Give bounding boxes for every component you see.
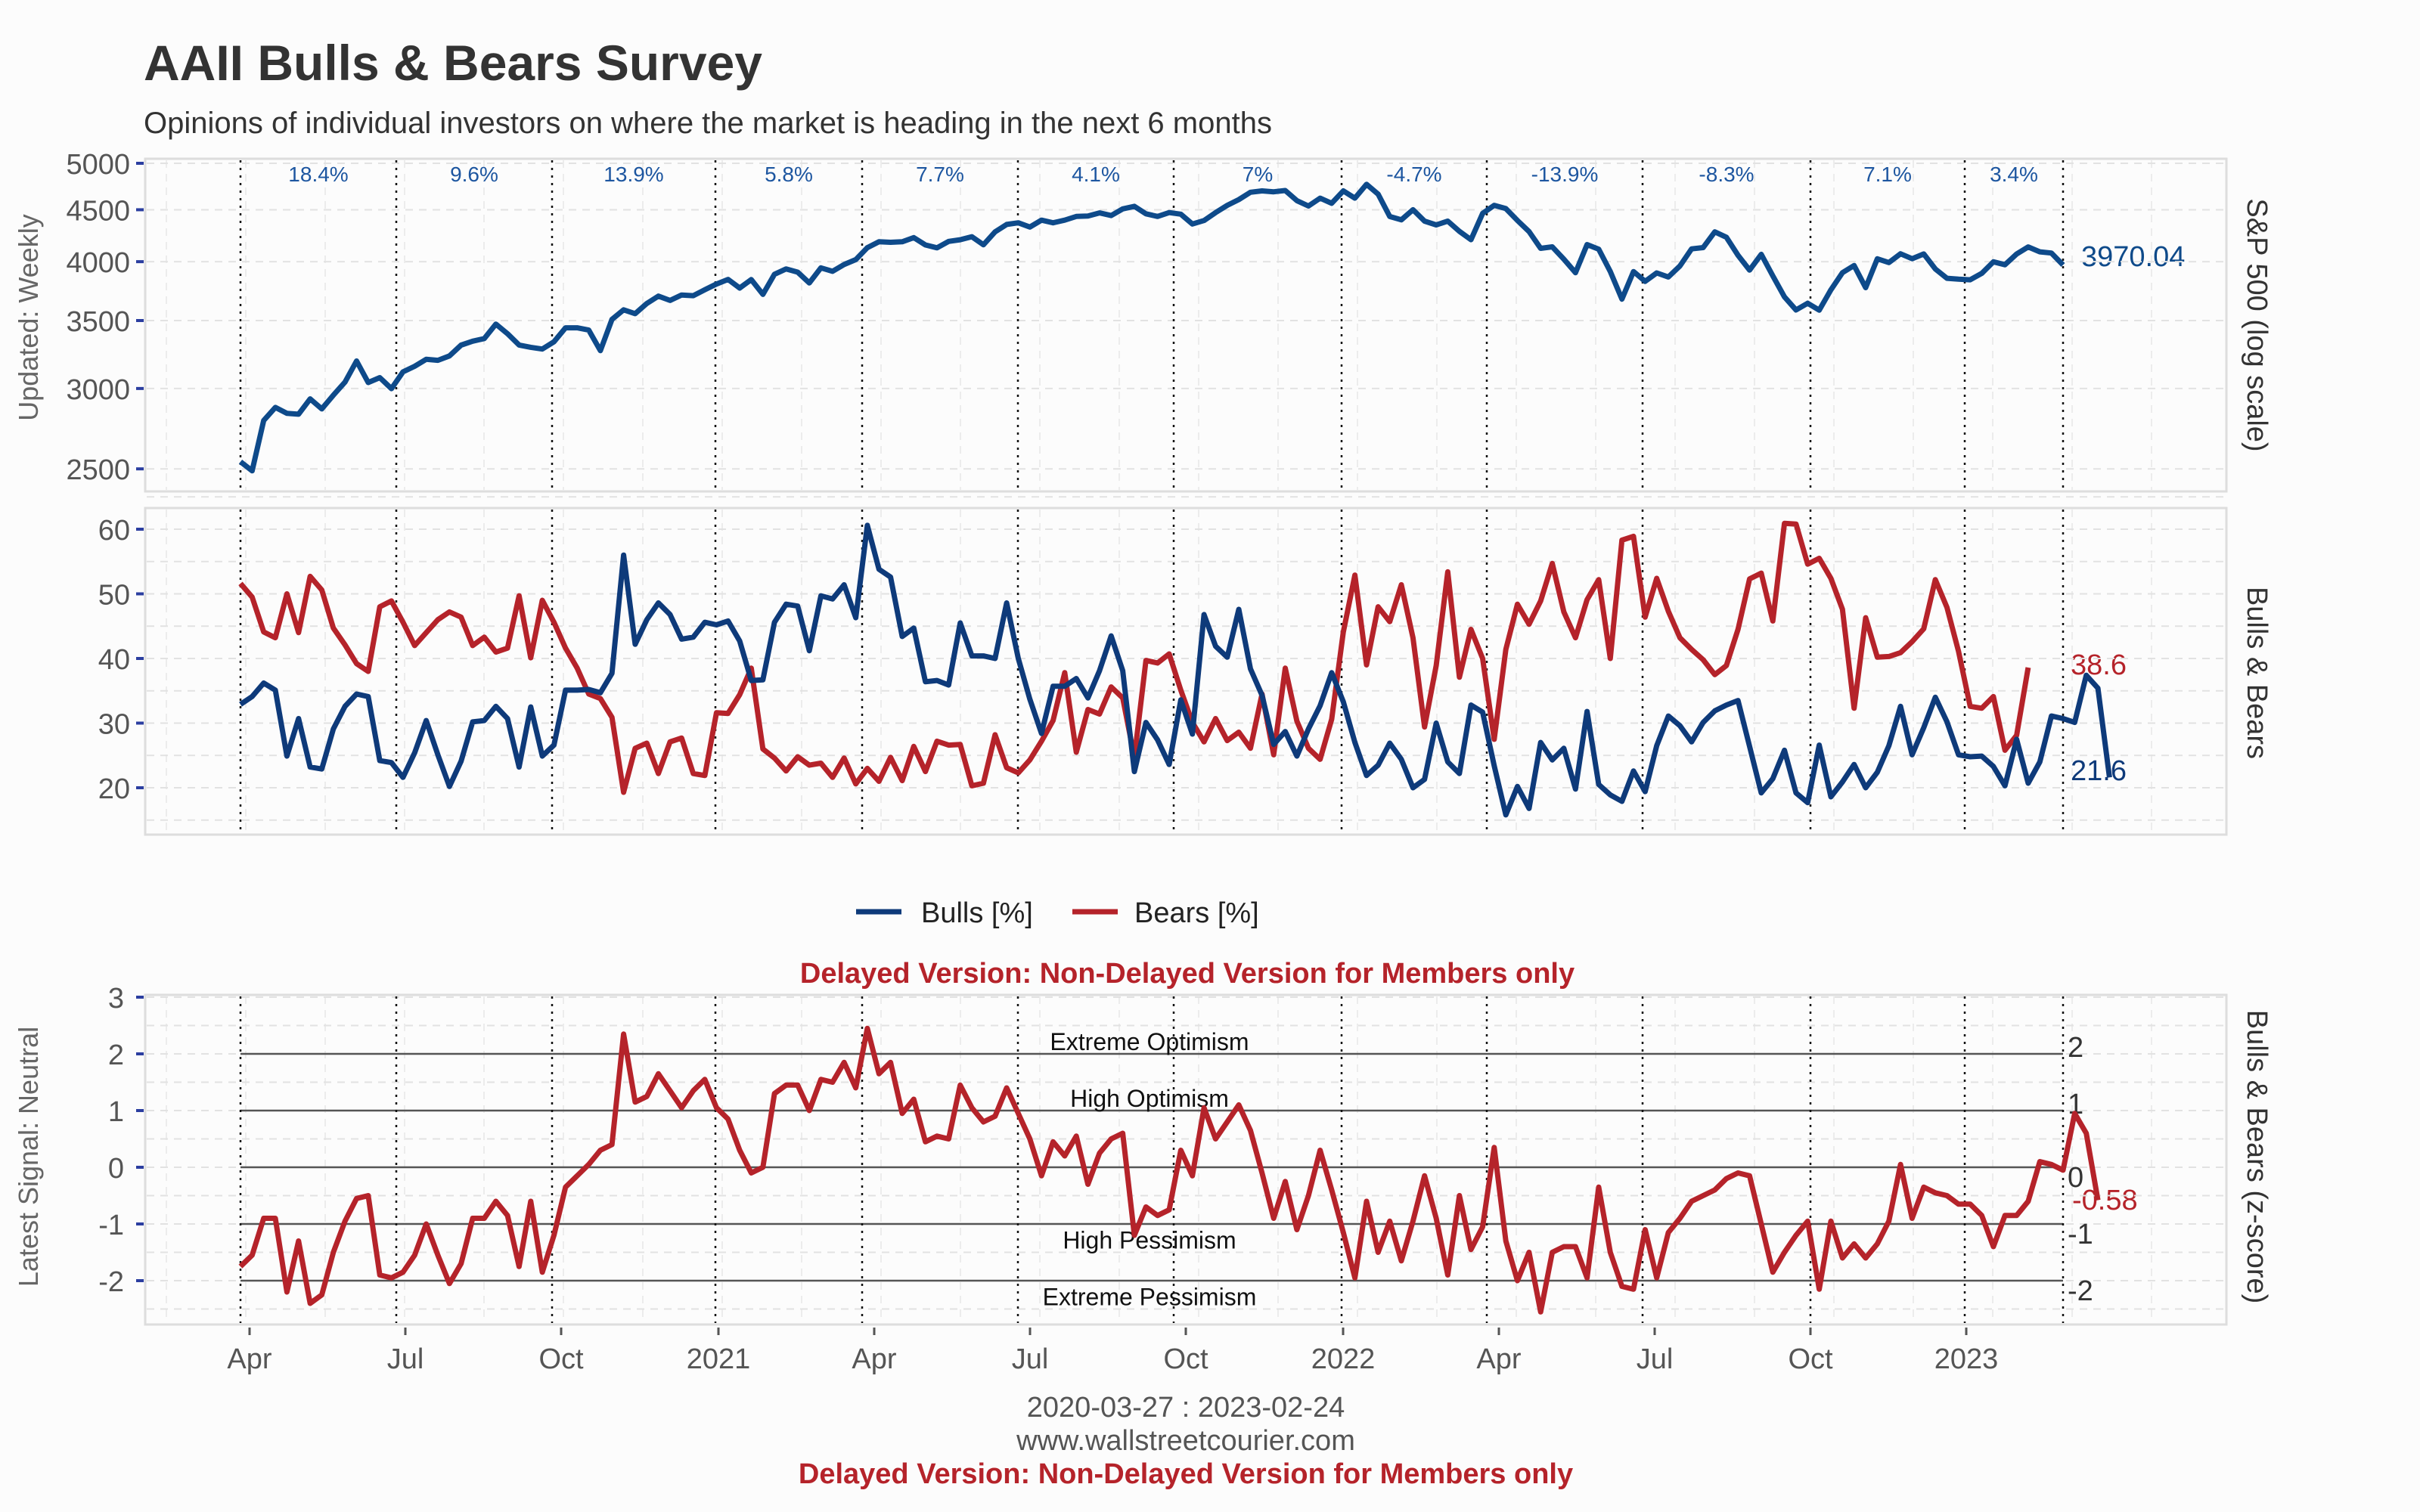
- bottom-y-axis: -2 -1 0 1 2 3: [98, 983, 144, 1298]
- y-tick-label: 3000: [66, 374, 130, 406]
- period-return-label: 4.1%: [1072, 163, 1120, 186]
- y-tick-label: 1: [108, 1096, 124, 1128]
- y-tick-label: 2: [108, 1040, 124, 1071]
- x-tick-label: Apr: [852, 1343, 896, 1375]
- top-y-axis: 2500 3000 3500 4000 4500 5000: [66, 149, 144, 486]
- bottom-right-axis: -2 -1 0 1 2: [2068, 1032, 2093, 1307]
- y-tick-label: 3500: [66, 306, 130, 338]
- sp500-line: [238, 181, 2065, 474]
- period-return-label: -4.7%: [1386, 163, 1441, 186]
- chart-title: AAII Bulls & Bears Survey: [144, 35, 762, 91]
- top-left-label: Updated: Weekly: [13, 214, 44, 420]
- middle-period-lines: [239, 510, 2065, 833]
- zscore-last-value: -0.58: [2072, 1185, 2138, 1216]
- top-right-label: S&P 500 (log scale): [2241, 198, 2273, 451]
- period-return-label: 3.4%: [1990, 163, 2038, 186]
- x-tick-label: Jul: [1637, 1343, 1674, 1375]
- y-tick-label: 3: [108, 983, 124, 1015]
- middle-panel-frame: [144, 507, 2228, 836]
- y-tick-label: 50: [98, 580, 130, 612]
- x-tick-label: 2022: [1311, 1343, 1376, 1375]
- y-tick-label: -2: [98, 1266, 124, 1298]
- footer-warning: Delayed Version: Non-Delayed Version for…: [799, 1458, 1573, 1490]
- y-tick-label: 5000: [66, 149, 130, 181]
- top-panel: Updated: Weekly S&P 500 (log scale) 3970…: [13, 149, 2273, 493]
- y-tick-label: 40: [98, 644, 130, 676]
- footer-date-range: 2020-03-27 : 2023-02-24: [1027, 1392, 1345, 1424]
- period-return-label: 18.4%: [288, 163, 348, 186]
- y-tick-label: -1: [98, 1210, 124, 1241]
- sp500-series: [238, 181, 2065, 474]
- zscore-series: [238, 1025, 2101, 1315]
- right-tick-label: 0: [2068, 1162, 2083, 1194]
- x-tick-label: Apr: [227, 1343, 271, 1375]
- bulls-line: [239, 522, 2112, 818]
- legend: Bulls [%] Bears [%]: [856, 897, 1259, 929]
- zone-label: Extreme Optimism: [1050, 1028, 1249, 1055]
- y-tick-label: 30: [98, 709, 130, 741]
- footer-website: www.wallstreetcourier.com: [1016, 1425, 1355, 1457]
- bulls-bears-series: [238, 520, 2112, 818]
- x-tick-label: Apr: [1476, 1343, 1521, 1375]
- right-tick-label: -1: [2068, 1219, 2093, 1250]
- period-return-label: 13.9%: [603, 163, 663, 186]
- x-tick-label: Oct: [1163, 1343, 1208, 1375]
- period-returns: 18.4% 9.6% 13.9% 5.8% 7.7% 4.1% 7% -4.7% -13.9% -…: [288, 163, 2038, 186]
- chart-subtitle: Opinions of individual investors on wher…: [144, 107, 1272, 140]
- x-tick-label: 2021: [687, 1343, 751, 1375]
- y-tick-label: 0: [108, 1153, 124, 1185]
- middle-y-axis: 20 30 40 50 60: [98, 515, 144, 805]
- bottom-panel-frame: [144, 993, 2228, 1326]
- top-grid: [147, 160, 2225, 490]
- bears-last-value: 38.6: [2071, 649, 2127, 681]
- x-tick-label: 2023: [1934, 1343, 1999, 1375]
- y-tick-label: 60: [98, 515, 130, 547]
- legend-bears-label: Bears [%]: [1134, 897, 1259, 929]
- sp500-last-value: 3970.04: [2081, 241, 2185, 273]
- period-return-label: -8.3%: [1699, 163, 1754, 186]
- x-tick-label: Jul: [1012, 1343, 1049, 1375]
- bottom-right-label: Bulls & Bears (z-score): [2241, 1010, 2273, 1304]
- top-period-lines: [239, 160, 2065, 490]
- x-tick-label: Oct: [1788, 1343, 1833, 1375]
- zone-label: Extreme Pessimism: [1043, 1284, 1257, 1311]
- period-return-label: 7.7%: [916, 163, 964, 186]
- bottom-panel: Latest Signal: Neutral Bulls & Bears (z-…: [13, 983, 2273, 1326]
- zone-label: High Pessimism: [1063, 1227, 1236, 1254]
- right-tick-label: 2: [2068, 1032, 2083, 1064]
- right-tick-label: -2: [2068, 1275, 2093, 1307]
- right-tick-label: 1: [2068, 1089, 2083, 1120]
- delayed-warning: Delayed Version: Non-Delayed Version for…: [800, 958, 1575, 990]
- x-axis: Apr Jul Oct 2021 Apr Jul Oct 2022 Apr Jul Oct 2023: [227, 1328, 1998, 1375]
- bulls-last-value: 21.6: [2071, 755, 2127, 787]
- middle-panel: Bulls & Bears 38.6 21.6 20 30 40 50 60: [98, 496, 2273, 836]
- y-tick-label: 4000: [66, 247, 130, 279]
- x-tick-label: Jul: [387, 1343, 424, 1375]
- y-tick-label: 4500: [66, 195, 130, 227]
- period-return-label: 5.8%: [765, 163, 813, 186]
- legend-bulls-label: Bulls [%]: [921, 897, 1033, 929]
- period-return-label: 7.1%: [1863, 163, 1912, 186]
- y-tick-label: 2500: [66, 454, 130, 486]
- y-tick-label: 20: [98, 773, 130, 805]
- top-panel-frame: [144, 157, 2228, 493]
- bottom-left-label: Latest Signal: Neutral: [13, 1027, 44, 1287]
- x-tick-label: Oct: [538, 1343, 584, 1375]
- middle-grid: [147, 496, 2225, 833]
- period-return-label: 9.6%: [450, 163, 498, 186]
- period-return-label: -13.9%: [1531, 163, 1599, 186]
- middle-right-label: Bulls & Bears: [2241, 587, 2273, 759]
- period-return-label: 7%: [1243, 163, 1273, 186]
- zscore-line: [238, 1025, 2101, 1315]
- bottom-period-lines: [239, 996, 2065, 1323]
